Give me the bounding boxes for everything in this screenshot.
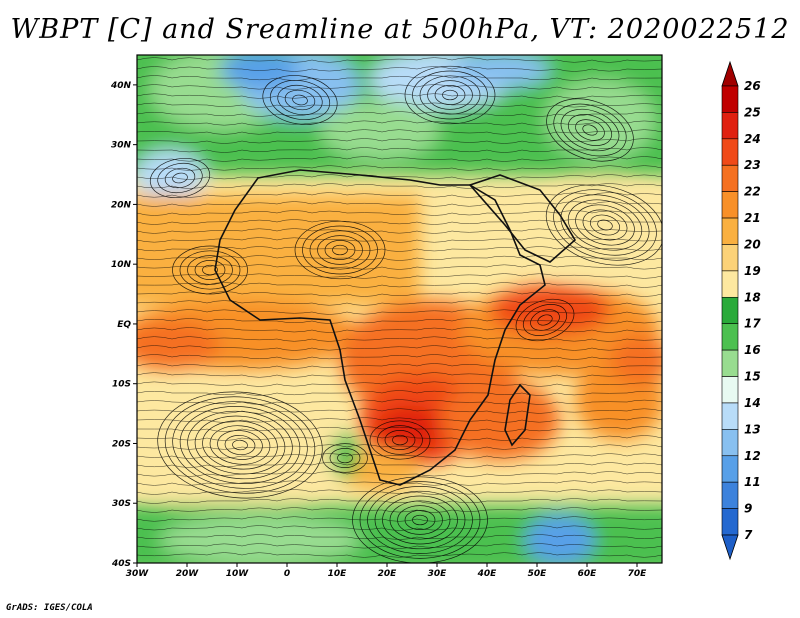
- colorbar-segment: [721, 191, 739, 219]
- coastlines: [214, 169, 577, 486]
- lon-label: 70E: [628, 569, 648, 579]
- colorbar-segment: [721, 112, 739, 140]
- colorbar: 26 25 24 23 22 21 20 19 18 17 16 15 14 13 12 11 9 7: [721, 60, 761, 561]
- colorbar-segment: [721, 85, 739, 113]
- map-figure: 40N 30N 20N 10N EQ 10S 20S 30S 40S 30W 20W 10W 0 10E…: [110, 54, 761, 579]
- colorbar-segment: [721, 349, 739, 377]
- colorbar-segment: [721, 402, 739, 430]
- colorbar-segment: [721, 270, 739, 298]
- colorbar-label: 24: [744, 132, 761, 146]
- lat-label: 40S: [111, 559, 131, 569]
- colorbar-segment: [721, 429, 739, 457]
- plot-frame: [136, 54, 663, 564]
- colorbar-segment: [721, 376, 739, 404]
- colorbar-label: 14: [744, 396, 761, 410]
- lon-label: 30W: [126, 569, 150, 579]
- lat-label: 20N: [111, 200, 132, 210]
- lon-label: 40E: [477, 569, 498, 579]
- lat-label: 10N: [111, 260, 132, 270]
- colorbar-segment: [721, 164, 739, 192]
- longitude-axis: 30W 20W 10W 0 10E 20E 30E 40E 50E 60E 70E: [126, 563, 647, 579]
- colorbar-label: 17: [744, 317, 761, 331]
- lat-label: 10S: [112, 380, 131, 390]
- colorbar-segment: [721, 138, 739, 166]
- lat-label: EQ: [117, 320, 131, 330]
- lon-label: 20W: [176, 569, 200, 579]
- colorbar-label: 15: [744, 370, 761, 384]
- colorbar-segment: [721, 244, 739, 272]
- lat-label: 30S: [112, 499, 131, 509]
- grads-credit: GrADS: IGES/COLA: [6, 603, 93, 613]
- colorbar-label: 20: [744, 237, 761, 251]
- lon-label: 20E: [378, 569, 398, 579]
- colorbar-label: 18: [744, 290, 761, 304]
- wbpt-field: [137, 55, 662, 563]
- map-title: WBPT [C] and Sreamline at 500hPa, VT: 20…: [10, 14, 790, 45]
- lon-label: 50E: [528, 569, 548, 579]
- colorbar-segment: [721, 217, 739, 245]
- colorbar-segment: [721, 455, 739, 483]
- colorbar-segment: [721, 296, 739, 325]
- colorbar-segment: [721, 508, 739, 536]
- lon-label: 30E: [428, 569, 448, 579]
- colorbar-top-arrow: [721, 60, 739, 87]
- lon-label: 60E: [578, 569, 598, 579]
- colorbar-label: 11: [744, 475, 761, 489]
- colorbar-label: 26: [744, 79, 761, 93]
- colorbar-segment: [721, 323, 739, 351]
- colorbar-label: 25: [744, 105, 761, 119]
- colorbar-label: 21: [744, 211, 761, 225]
- colorbar-label: 19: [744, 264, 761, 278]
- colorbar-label: 9: [744, 502, 752, 516]
- lat-label: 20S: [112, 439, 131, 449]
- streamlines: [137, 57, 662, 563]
- colorbar-label: 7: [744, 528, 753, 542]
- lon-label: 10E: [328, 569, 348, 579]
- lon-label: 10W: [226, 569, 250, 579]
- colorbar-label: 23: [744, 158, 761, 172]
- lon-label: 0: [284, 569, 290, 579]
- colorbar-label: 13: [744, 422, 761, 436]
- lat-label: 30N: [111, 141, 132, 151]
- latitude-axis: 40N 30N 20N 10N EQ 10S 20S 30S 40S: [110, 81, 137, 569]
- colorbar-label: 12: [744, 449, 761, 463]
- colorbar-label: 22: [744, 185, 761, 199]
- colorbar-label: 16: [744, 343, 761, 357]
- lat-label: 40N: [110, 81, 132, 91]
- colorbar-segment: [721, 481, 739, 509]
- colorbar-bottom-arrow: [721, 534, 739, 561]
